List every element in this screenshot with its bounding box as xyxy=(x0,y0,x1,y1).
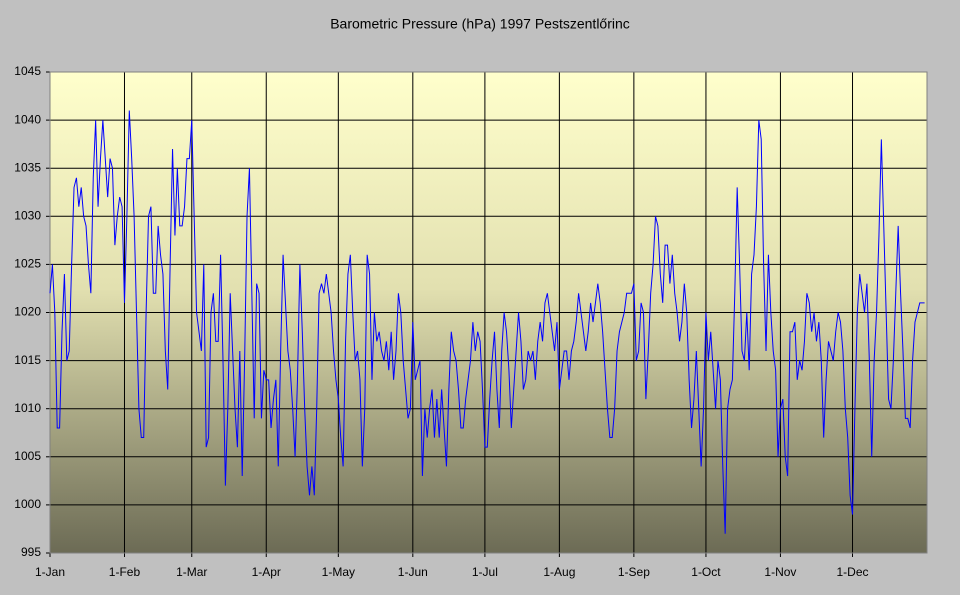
chart-title: Barometric Pressure (hPa) 1997 Pestszent… xyxy=(330,16,630,32)
x-tick-label: 1-Jul xyxy=(472,565,498,579)
x-tick-label: 1-Sep xyxy=(618,565,650,579)
y-tick-label: 1005 xyxy=(14,449,41,463)
y-tick-label: 1020 xyxy=(14,305,41,319)
plot-border xyxy=(49,71,928,554)
x-tick-label: 1-Dec xyxy=(837,565,869,579)
data-line xyxy=(49,110,925,534)
x-tick-label: 1-Oct xyxy=(691,565,721,579)
y-tick-label: 1010 xyxy=(14,401,41,415)
x-tick-label: 1-Feb xyxy=(109,565,141,579)
y-tick-label: 1015 xyxy=(14,353,41,367)
y-tick-label: 1000 xyxy=(14,497,41,511)
x-tick-label: 1-Jun xyxy=(398,565,428,579)
x-tick-label: 1-Jan xyxy=(35,565,65,579)
y-tick-label: 1040 xyxy=(14,112,41,126)
y-tick-label: 1045 xyxy=(14,64,41,78)
x-tick-label: 1-Apr xyxy=(252,565,281,579)
y-tick-label: 1030 xyxy=(14,208,41,222)
y-tick-label: 995 xyxy=(21,545,41,559)
x-tick-label: 1-Mar xyxy=(176,565,207,579)
y-tick-label: 1035 xyxy=(14,160,41,174)
x-tick-label: 1-Nov xyxy=(764,565,796,579)
x-tick-label: 1-May xyxy=(322,565,355,579)
y-tick-label: 1025 xyxy=(14,257,41,271)
x-tick-label: 1-Aug xyxy=(543,565,575,579)
